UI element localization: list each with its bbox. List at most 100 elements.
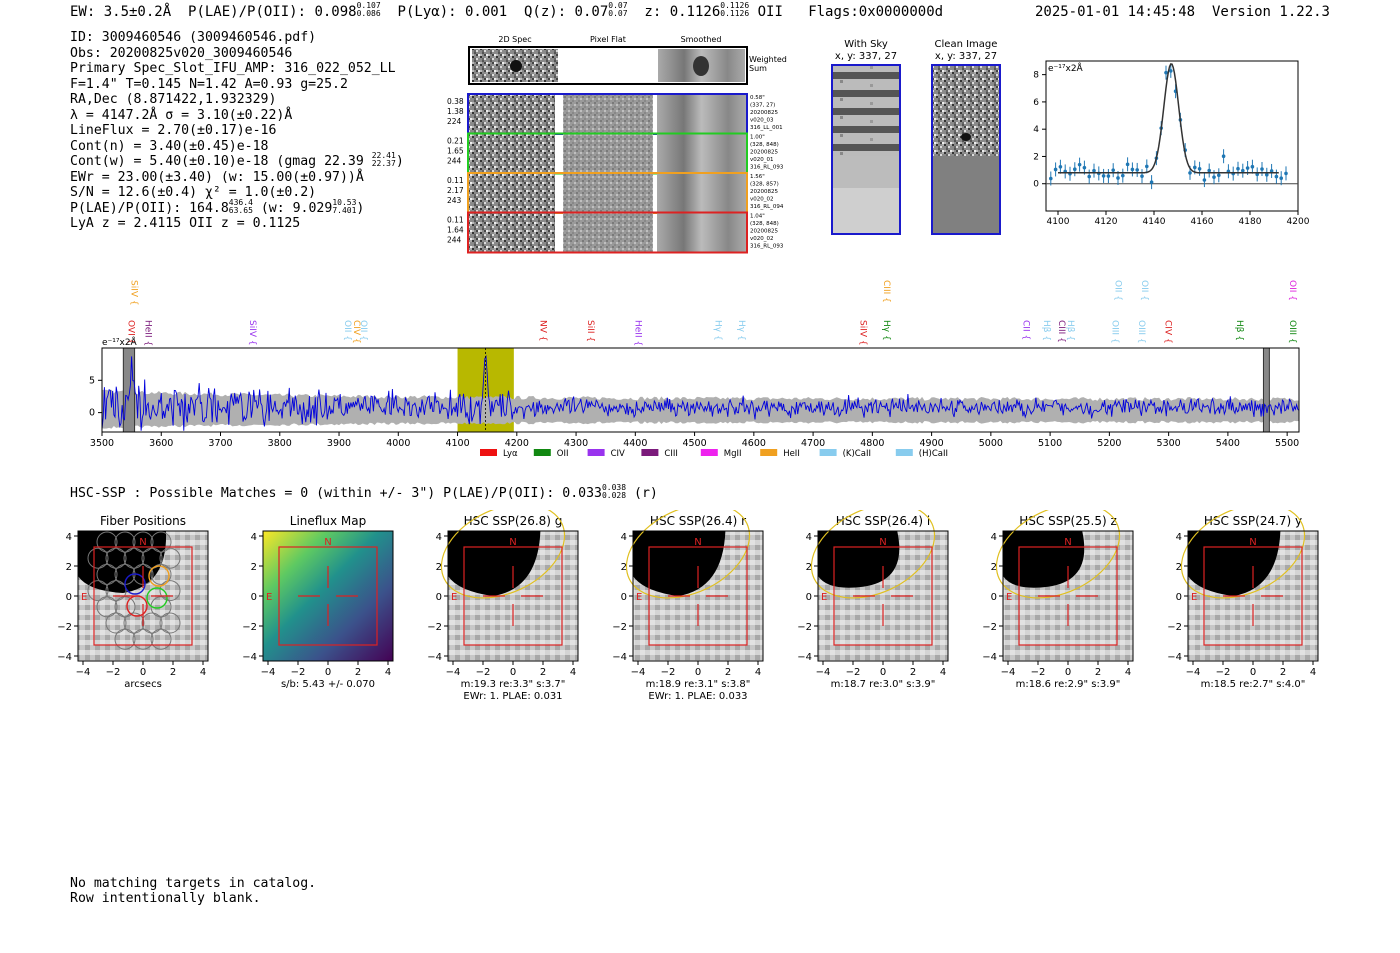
line-label: OII { [342, 320, 352, 341]
fiber-circle [96, 531, 118, 553]
top-figures: 2D Spec Pixel Flat Smoothed Weighted Sum… [447, 35, 1310, 254]
panel-y-tick-label: −4 [982, 652, 997, 663]
panel-y-tick-label: 4 [251, 532, 257, 543]
info-block: ID: 3009460546 (3009460546.pdf) Obs: 202… [70, 30, 404, 232]
line-label: OII { [358, 320, 368, 341]
panel-x-tick-label: −2 [476, 667, 491, 678]
spec-x-tick-label: 4700 [801, 438, 825, 449]
compass-e: E [451, 592, 457, 603]
legend-label: Lyα [503, 449, 518, 459]
cutout-right-label: 1.56" [750, 174, 765, 180]
panel-x-tick-label: 0 [510, 667, 516, 678]
zoom-point [1077, 162, 1082, 167]
line-label: NV { [538, 320, 548, 341]
info-sn: S/N = 12.6(±0.4) χ² = 1.0(±0.2) [70, 185, 317, 200]
cutout-right-label: v020_02 [750, 197, 774, 203]
legend-swatch [819, 449, 837, 456]
legend-label: CIV [611, 449, 625, 459]
zoom-point [1145, 164, 1149, 169]
info-id: ID: 3009460546 (3009460546.pdf) [70, 30, 317, 45]
panel-y-tick-label: −2 [982, 622, 997, 633]
svg-text:HeII {: HeII { [632, 320, 642, 346]
cutout-left-label: 0.38 [447, 97, 464, 106]
panel-title: Fiber Positions [100, 514, 186, 528]
legend-label: HeII [783, 449, 800, 459]
legend-item: (K)CaII [819, 449, 871, 459]
cutout-left-label: 224 [447, 117, 462, 126]
line-labels: SiIV {CIII {OII {OII {OII {OVI {HeII {Si… [126, 280, 1297, 346]
spec-x-tick-label: 3700 [208, 438, 232, 449]
svg-text:OVI {: OVI { [126, 320, 136, 344]
spec-x-tick-label: 4200 [505, 438, 529, 449]
fiber-circle [114, 596, 136, 618]
panel-y-tick-label: 4 [436, 532, 442, 543]
line-label: OII { [1112, 280, 1122, 301]
compass-e: E [1191, 592, 1197, 603]
spec-x-tick-label: 4900 [920, 438, 944, 449]
panel-x-tick-label: −4 [76, 667, 91, 678]
zoom-point [1265, 173, 1269, 177]
clean-title: Clean Image [935, 39, 998, 50]
zoom-point [1169, 69, 1173, 73]
legend-item: MgII [700, 449, 742, 459]
legend-item: (H)CaII [895, 449, 948, 459]
fiber-circle [124, 573, 146, 595]
compass-n: N [1249, 537, 1256, 548]
zoom-unit-label: e⁻¹⁷x2Å [1048, 62, 1084, 74]
zoom-y-tick-label: 8 [1033, 71, 1039, 81]
zoom-point [1241, 168, 1245, 173]
cutout-right-label: 1.04" [750, 214, 765, 220]
fiber-circle [126, 595, 148, 617]
panel-x-tick-label: −2 [1031, 667, 1046, 678]
zoom-point [1207, 168, 1211, 173]
panel-x-tick-label: 0 [140, 667, 146, 678]
panel-caption: m:18.5 re:2.7" s:4.0" [1201, 679, 1306, 690]
zoom-point [1284, 171, 1288, 176]
fiber-circle [159, 547, 181, 569]
line-label: CIV { [1163, 320, 1173, 344]
panel-y-tick-label: −2 [612, 622, 627, 633]
col-2d-spec: 2D Spec [498, 35, 531, 44]
panel-y-tick-label: 0 [621, 592, 627, 603]
panel-x-tick-label: 4 [1310, 667, 1316, 678]
svg-text:CIII {: CIII { [881, 280, 891, 303]
zoom-x-tick-label: 4120 [1095, 217, 1118, 227]
svg-text:Hγ {: Hγ { [736, 320, 746, 341]
line-label: Hβ { [1041, 320, 1051, 341]
fiber-circle [87, 580, 109, 602]
zoom-y-tick-label: 2 [1033, 152, 1039, 162]
lineflux-map [263, 531, 393, 661]
header-timestamp: 2025-01-01 14:45:48 Version 1.22.3 [1035, 4, 1330, 20]
spectrum-axes: e⁻¹⁷x2Å 3500 3600 3700 3800 3900 4000 4100 4200 4… [89, 336, 1300, 449]
panel-y-tick-label: 4 [66, 532, 72, 543]
zoom-point [1202, 178, 1207, 182]
spec-x-tick-label: 5400 [1216, 438, 1240, 449]
panel-title: HSC SSP(26.4) r [650, 514, 746, 528]
hsc-panel: HSC SSP(26.4) r N E −4 −4 −2 −2 0 0 2 2 4 4 m:18.9 re… [612, 510, 764, 702]
cutout-left-label: 1.38 [447, 107, 464, 116]
fiber-circle [150, 563, 172, 585]
zoom-point [1087, 174, 1091, 179]
spec-x-tick-label: 5300 [1157, 438, 1181, 449]
zoom-point [1269, 169, 1274, 173]
legend-label: CIII [664, 449, 677, 459]
zoom-point [1149, 180, 1154, 184]
search-box [833, 546, 933, 646]
legend-item: HeII [760, 449, 800, 459]
clean-image [931, 64, 1001, 235]
cutout-right-label: 20200825 [750, 189, 778, 195]
line-label: Hγ { [736, 320, 746, 341]
search-box [1018, 546, 1118, 646]
svg-text:Hγ {: Hγ { [881, 320, 891, 341]
legend-swatch [480, 449, 497, 456]
cutout-left-label: 2.17 [447, 186, 464, 195]
svg-text:OII {: OII { [1287, 280, 1297, 301]
hsc-panel: HSC SSP(24.7) y N E −4 −4 −2 −2 0 0 2 2 4 4 m:18.5 re… [1167, 510, 1319, 690]
panel-y-tick-label: 0 [436, 592, 442, 603]
info-fwhm: F=1.4" T=0.145 N=1.42 A=0.93 g=25.2 [70, 76, 348, 92]
zoom-point [1197, 166, 1202, 171]
fiber-circle [148, 565, 170, 587]
